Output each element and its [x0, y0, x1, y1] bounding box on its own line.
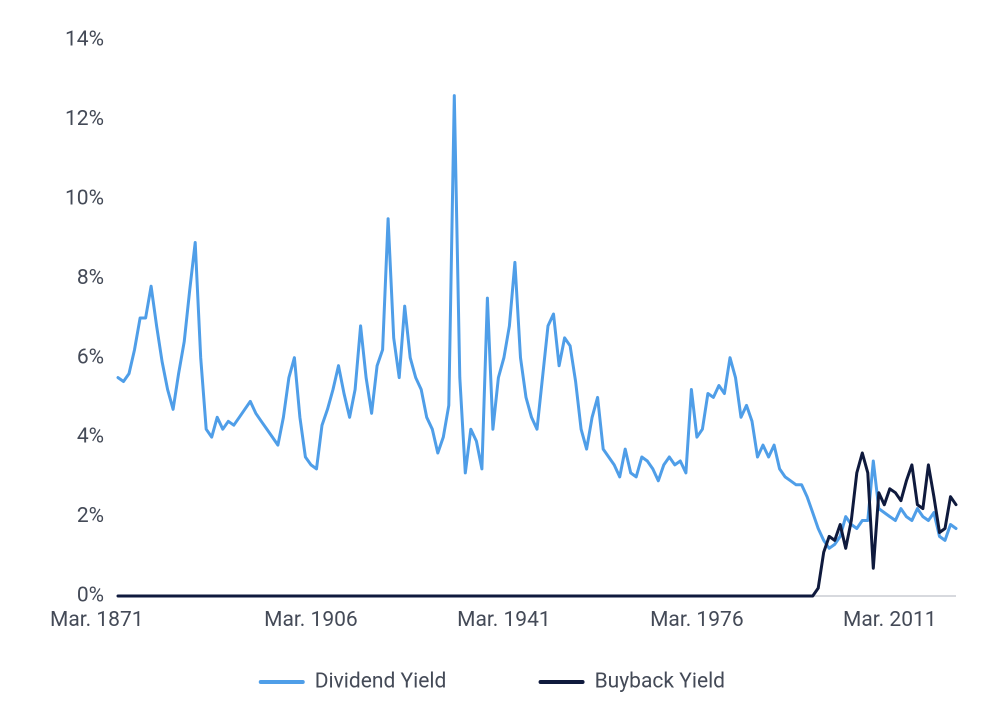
series-line-0 — [118, 96, 956, 549]
chart-svg: 0% 2% 4% 6% 8% 10% 12% 14% Mar. 1871 Mar. 1906 Mar… — [0, 0, 1000, 724]
y-axis-label: 14% — [65, 28, 104, 52]
x-axis-label: Mar. 1976 — [650, 608, 744, 632]
x-axis-label: Mar. 1906 — [264, 608, 358, 632]
legend-label-1: Buyback Yield — [595, 670, 725, 694]
y-axis-label: 12% — [65, 107, 104, 131]
y-axis-label: 10% — [65, 186, 104, 210]
legend-label-0: Dividend Yield — [315, 670, 447, 694]
x-axis-label: Mar. 1941 — [457, 608, 551, 632]
y-axis-label: 0% — [77, 584, 104, 608]
line-chart: 0% 2% 4% 6% 8% 10% 12% 14% Mar. 1871 Mar. 1906 Mar… — [0, 0, 1000, 724]
y-axis-label: 6% — [77, 345, 104, 369]
x-axis-label: Mar. 1871 — [50, 608, 144, 632]
y-axis-label: 2% — [77, 504, 104, 528]
series-line-1 — [118, 453, 956, 596]
y-axis-label: 4% — [77, 425, 104, 449]
x-axis-label: Mar. 2011 — [843, 608, 937, 632]
y-axis-label: 8% — [77, 266, 104, 290]
